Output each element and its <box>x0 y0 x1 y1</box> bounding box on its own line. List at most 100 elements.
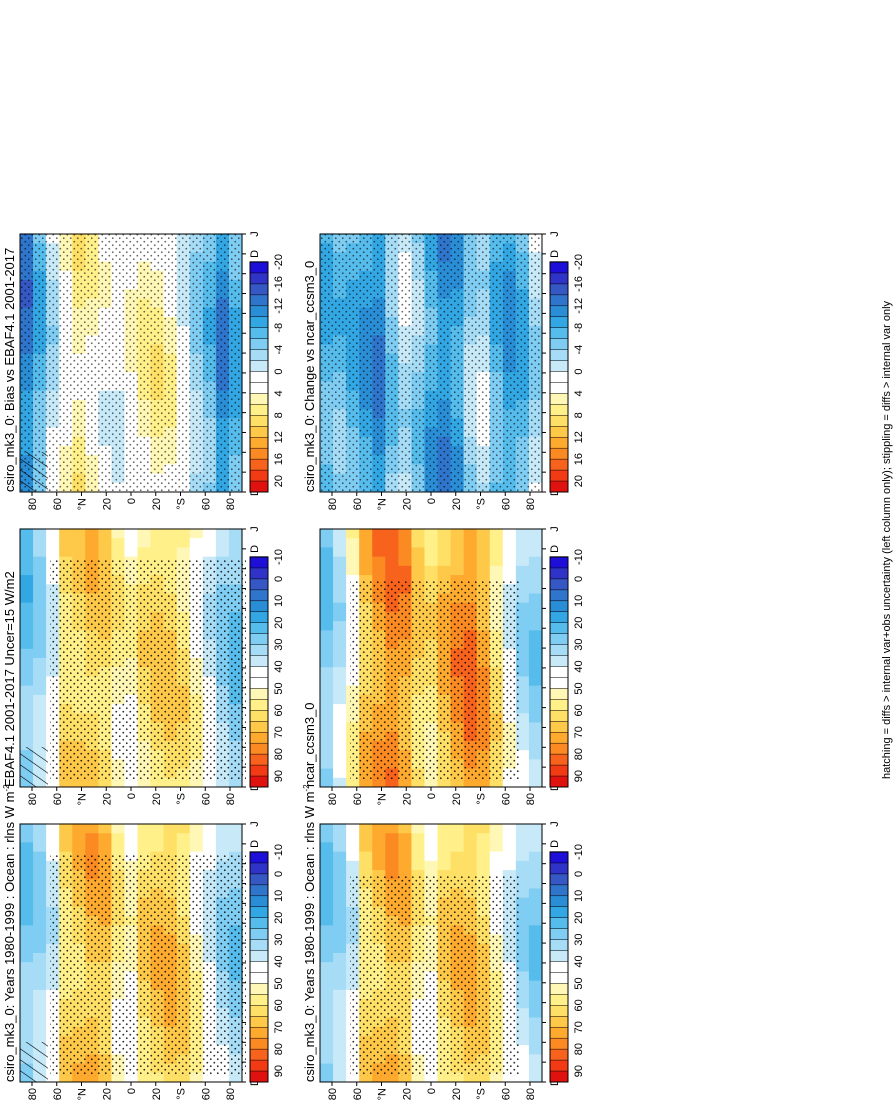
y-tick-label: °S <box>476 793 488 805</box>
heatmap-cell <box>411 860 426 871</box>
colorbar-frame <box>549 556 569 788</box>
heatmap-cell <box>320 767 334 778</box>
heatmap-cell <box>189 841 204 852</box>
colorbar-swatch <box>249 370 269 383</box>
heatmap-cell <box>20 989 34 1000</box>
heatmap-cell <box>333 961 347 972</box>
heatmap-cell <box>450 832 465 843</box>
heatmap-cell <box>333 629 347 640</box>
colorbar-swatch <box>249 469 269 482</box>
heatmap-cell <box>411 823 426 834</box>
y-tick-label: 60 <box>52 498 64 510</box>
colorbar-label: 90 <box>573 770 585 782</box>
x-tick-label: D <box>249 250 261 258</box>
heatmap-cell <box>346 528 360 539</box>
colorbar-swatch <box>549 556 569 569</box>
colorbar-swatch <box>549 272 569 285</box>
heatmap-cell <box>20 556 34 566</box>
heatmap-cell <box>320 869 334 880</box>
heatmap-cell <box>202 841 217 852</box>
heatmap-cell <box>528 685 543 695</box>
colorbar-swatch <box>249 447 269 460</box>
colorbar-frame <box>249 851 269 1083</box>
colorbar-swatch <box>549 676 569 689</box>
heatmap-cell <box>98 528 113 539</box>
colorbar-swatch <box>549 480 569 493</box>
colorbar-swatch <box>549 1059 569 1072</box>
heatmap-cell <box>85 832 99 843</box>
y-tick-label: 60 <box>500 793 512 805</box>
heatmap-cell <box>528 546 543 557</box>
heatmap-cell <box>72 537 86 548</box>
y-tick-label: 80 <box>525 498 537 510</box>
colorbar-swatch <box>249 316 269 328</box>
heatmap-cell <box>463 860 478 871</box>
heatmap-cell <box>33 528 47 539</box>
heatmap-cell <box>333 832 347 843</box>
colorbar-swatch <box>249 698 269 711</box>
heatmap-cell <box>528 537 543 548</box>
colorbar-label: 10 <box>573 890 585 902</box>
colorbar-swatch <box>249 993 269 1006</box>
heatmap-cell <box>385 556 399 566</box>
colorbar-swatch <box>249 654 269 667</box>
heatmap-cell <box>333 749 347 760</box>
heatmap-cell <box>450 546 465 557</box>
heatmap-cell <box>33 620 47 631</box>
heatmap-cell <box>137 832 152 843</box>
y-tick-label: 60 <box>500 1088 512 1100</box>
heatmap-cell <box>450 565 465 576</box>
heatmap-cell <box>20 823 34 834</box>
heatmap-cell <box>411 546 426 557</box>
heatmap-cell <box>333 970 347 981</box>
heatmap-cell <box>33 602 47 612</box>
heatmap-cell <box>33 1007 47 1018</box>
colorbar-swatch <box>249 1059 269 1072</box>
heatmap-cell <box>463 528 478 539</box>
heatmap-cell <box>372 823 386 834</box>
heatmap-cell <box>20 721 34 732</box>
heatmap-cell <box>333 915 347 926</box>
heatmap-cell <box>476 565 491 576</box>
heatmap-cell <box>124 537 139 548</box>
heatmap-cell <box>202 823 217 834</box>
heatmap-cell <box>333 602 347 612</box>
heatmap-cell <box>333 823 347 834</box>
y-tick-label: 60 <box>352 793 364 805</box>
heatmap-cell <box>72 528 86 539</box>
colorbar-swatch <box>249 458 269 471</box>
colorbar-label: 50 <box>573 977 585 989</box>
heatmap-cell <box>424 860 439 871</box>
colorbar-swatch <box>249 600 269 613</box>
stipple-overlay <box>50 854 246 1076</box>
heatmap-cell <box>528 592 543 603</box>
colorbar-label: 16 <box>273 453 285 465</box>
heatmap-cell <box>20 657 34 668</box>
colorbar-label: -12 <box>273 298 285 314</box>
colorbar-swatch <box>249 687 269 700</box>
heatmap-cell <box>333 592 347 603</box>
heatmap-cell <box>320 638 334 649</box>
colorbar-label: 40 <box>573 955 585 967</box>
heatmap-cell <box>528 869 543 880</box>
heatmap-cell <box>20 961 34 972</box>
heatmap-cell <box>20 546 34 557</box>
heatmap-cell <box>359 546 373 557</box>
y-tick-label: 60 <box>52 1088 64 1100</box>
heatmap-cell <box>528 887 543 898</box>
heatmap-cell <box>463 556 478 566</box>
stipple-overlay <box>50 559 246 781</box>
heatmap-cell <box>320 657 334 668</box>
heatmap-cell <box>528 712 543 723</box>
heatmap-cell <box>528 952 543 963</box>
heatmap-cell <box>476 556 491 566</box>
heatmap-cell <box>372 537 386 548</box>
heatmap-cell <box>450 841 465 852</box>
colorbar-label: 50 <box>273 682 285 694</box>
heatmap-cell <box>320 1016 334 1027</box>
heatmap-cell <box>59 832 73 843</box>
heatmap-cell <box>20 1016 34 1027</box>
heatmap-cell <box>163 841 178 852</box>
heatmap-cell <box>33 887 47 898</box>
colorbar-swatch <box>249 589 269 602</box>
